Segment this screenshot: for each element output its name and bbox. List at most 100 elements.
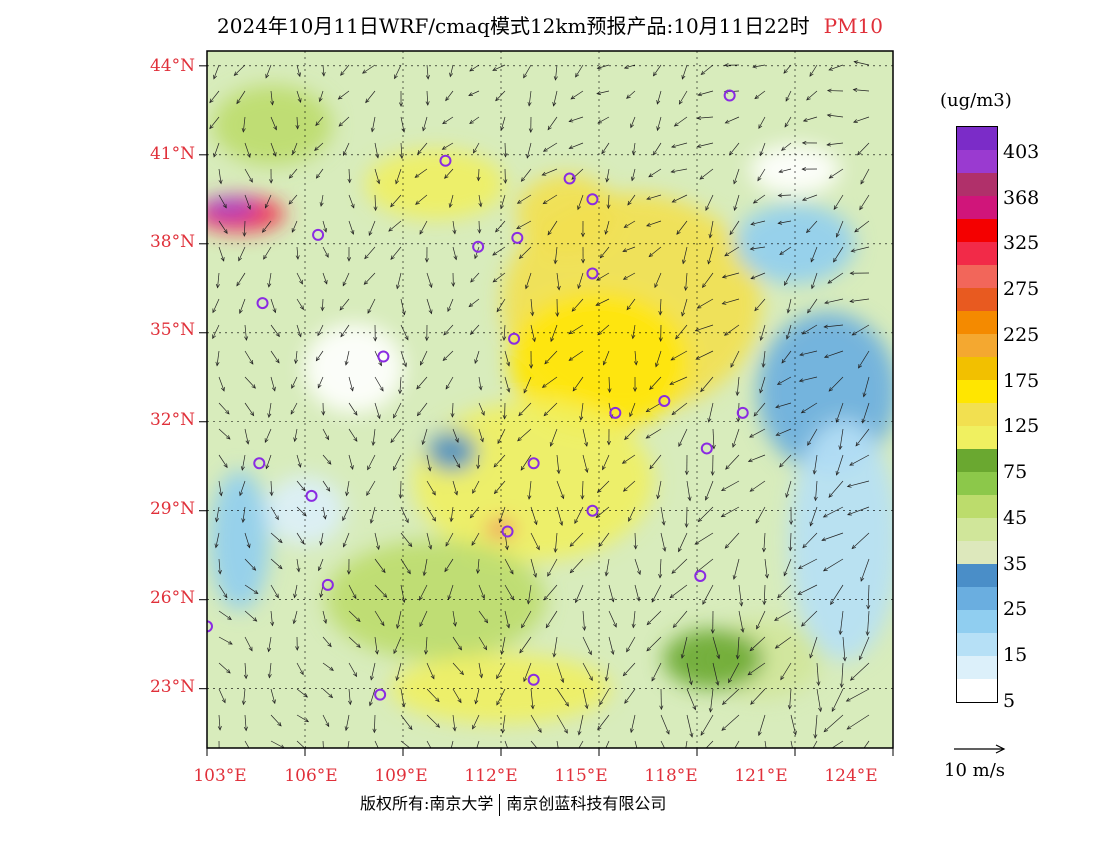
wind-arrow — [243, 688, 246, 705]
wind-arrow — [783, 558, 792, 576]
wind-arrow-head — [577, 284, 582, 290]
wind-arrow-head — [220, 256, 225, 262]
wind-arrow-head — [568, 118, 574, 123]
wind-arrow — [494, 480, 506, 494]
wind-arrow — [322, 662, 334, 671]
wind-arrow — [244, 376, 256, 389]
wind-arrow — [862, 402, 870, 423]
wind-arrow — [527, 584, 532, 604]
wind-arrow-head — [823, 354, 829, 359]
wind-arrow-head — [236, 99, 241, 105]
wind-arrow — [671, 558, 688, 574]
wind-arrow-head — [340, 332, 345, 338]
wind-arrow — [318, 558, 324, 571]
wind-arrow-head — [750, 221, 756, 226]
wind-arrow — [568, 324, 584, 335]
wind-arrow — [603, 350, 610, 365]
wind-arrow-head — [327, 460, 332, 465]
wind-arrow-head — [670, 356, 676, 361]
wind-arrow-head — [252, 617, 258, 622]
wind-arrow — [842, 636, 846, 661]
wind-arrow — [296, 64, 301, 77]
wind-arrow-head — [560, 678, 565, 684]
wind-arrow — [574, 506, 584, 524]
wind-arrow — [738, 584, 742, 607]
wind-arrow-head — [395, 179, 400, 185]
wind-arrow — [833, 246, 844, 263]
wind-arrow-head — [473, 148, 477, 154]
wind-arrow — [445, 376, 454, 390]
wind-arrow — [730, 350, 740, 368]
wind-arrow — [846, 688, 870, 702]
wind-arrow — [682, 64, 688, 80]
wind-arrow-head — [861, 418, 866, 424]
station-marker — [723, 89, 736, 102]
wind-arrow — [444, 168, 454, 179]
wind-arrow-head — [752, 199, 758, 204]
wind-arrow — [626, 90, 636, 99]
wind-arrow — [673, 610, 688, 628]
wind-arrow-head — [364, 254, 369, 260]
wind-arrow-head — [253, 589, 259, 595]
wind-arrow — [340, 324, 350, 337]
wind-arrow-head — [508, 754, 511, 758]
wind-arrow-head — [596, 488, 602, 494]
wind-arrow — [244, 714, 247, 731]
wind-arrow — [370, 662, 376, 680]
wind-arrow — [705, 194, 714, 211]
wind-arrow — [348, 584, 357, 599]
wind-arrow — [519, 246, 532, 259]
wind-arrow — [347, 740, 350, 748]
wind-arrow — [419, 584, 428, 601]
wind-arrow — [553, 90, 558, 106]
wind-arrow-head — [740, 628, 745, 633]
wind-arrow — [681, 636, 688, 659]
wind-arrow — [738, 610, 744, 633]
wind-arrow — [400, 480, 402, 499]
wind-arrow — [733, 558, 740, 580]
wind-arrow — [367, 454, 376, 470]
wind-arrow — [530, 324, 536, 342]
wind-arrow — [399, 376, 402, 394]
wind-arrow-head — [474, 699, 479, 705]
wind-arrow — [577, 194, 584, 210]
wind-arrow-head — [246, 543, 251, 549]
wind-arrow — [393, 402, 402, 419]
wind-arrow-head — [759, 336, 764, 341]
wind-arrow — [322, 610, 327, 624]
wind-arrow — [779, 168, 792, 173]
legend-label: 403 — [1003, 141, 1040, 163]
wind-arrow-head — [629, 728, 634, 734]
station-marker — [472, 240, 485, 253]
wind-arrow-head — [267, 673, 272, 679]
wind-arrow — [750, 272, 766, 280]
wind-arrow — [555, 64, 558, 81]
wind-arrow-head — [428, 545, 433, 550]
wind-arrow — [500, 194, 506, 209]
wind-arrow — [750, 246, 766, 250]
wind-arrow-head — [431, 490, 436, 496]
wind-arrow-head — [833, 257, 838, 263]
wind-arrow — [630, 116, 636, 128]
wind-arrow-head — [241, 127, 246, 133]
wind-arrow-head — [544, 359, 549, 365]
wind-arrow-head — [379, 386, 384, 392]
wind-arrow — [675, 324, 688, 340]
wind-arrow-head — [671, 144, 676, 149]
wind-arrow-head — [541, 383, 547, 388]
wind-arrow — [218, 558, 221, 574]
wind-arrow-head — [500, 126, 505, 131]
wind-arrow-head — [304, 718, 310, 723]
wind-arrow — [708, 246, 714, 264]
wind-arrow — [657, 480, 662, 499]
wind-arrow-head — [684, 470, 689, 476]
wind-arrow — [852, 324, 870, 336]
wind-arrow-head — [596, 65, 602, 70]
wind-arrow — [686, 480, 691, 501]
station-marker — [511, 231, 524, 244]
wind-arrow-head — [727, 757, 730, 761]
wind-arrow — [785, 90, 792, 102]
wind-arrow-head — [809, 72, 814, 77]
wind-arrow — [478, 402, 485, 416]
wind-arrow-head — [801, 167, 807, 172]
